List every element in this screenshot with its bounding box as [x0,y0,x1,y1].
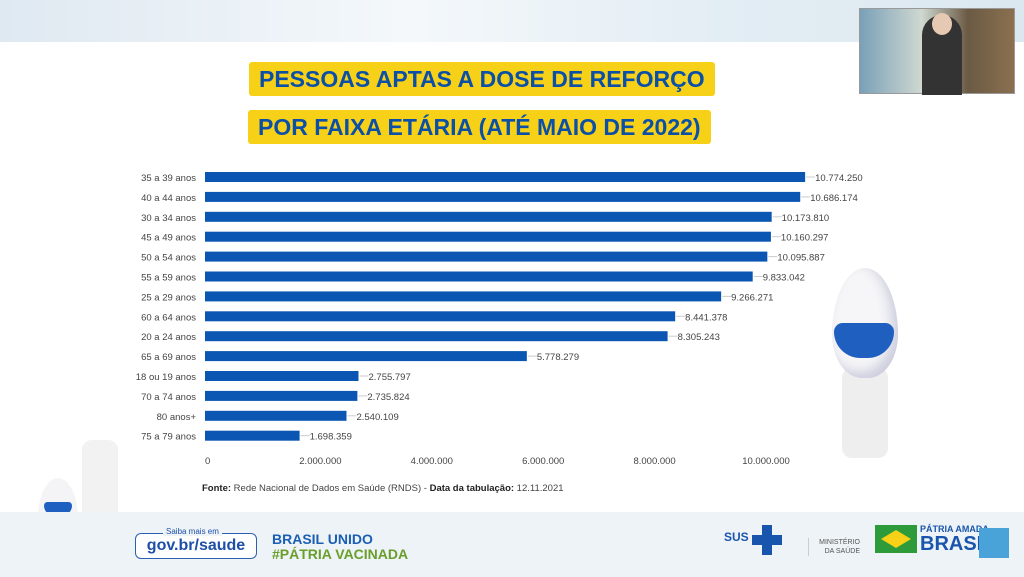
x-tick-label: 4.000.000 [411,456,453,467]
value-label: 10.774.250 [815,173,863,184]
chart-title-line1: PESSOAS APTAS A DOSE DE REFORÇO [249,62,715,96]
category-label: 25 a 29 anos [141,292,196,303]
category-label: 70 a 74 anos [141,392,196,403]
category-label: 55 a 59 anos [141,273,196,284]
category-label: 60 a 64 anos [141,312,196,323]
bar [205,172,806,182]
sign-language-video [859,8,1015,95]
category-label: 75 a 79 anos [141,432,196,443]
category-label: 35 a 39 anos [141,173,196,184]
value-label: 8.441.378 [685,312,727,323]
value-label: 10.095.887 [777,253,825,264]
patria-vacinada-text: #PÁTRIA VACINADA [272,546,409,562]
bar [205,191,801,202]
value-label: 8.305.243 [678,332,720,343]
x-tick-label: 0 [205,456,210,467]
patria-amada-text: PÁTRIA AMADA [920,524,989,534]
sus-logo-text: SUS [724,530,749,544]
bar [205,251,768,262]
value-label: 2.735.824 [367,392,409,403]
bar [205,410,347,421]
value-label: 9.833.042 [763,273,805,284]
category-label: 65 a 69 anos [141,352,196,363]
ze-gotinha-mascot [822,268,902,458]
top-banner [0,0,1024,42]
ministerio-saude-logo: MINISTÉRIO DA SAÚDE [808,538,860,556]
bar [205,390,358,401]
category-label: 20 a 24 anos [141,332,196,343]
chart-title-line2: POR FAIXA ETÁRIA (ATÉ MAIO DE 2022) [248,110,711,144]
category-label: 50 a 54 anos [141,253,196,264]
bar [205,311,676,322]
brasil-text: BRASIL [920,533,995,555]
bar [205,271,753,282]
bar [205,371,359,381]
sign-language-icon [979,528,1009,558]
category-label: 80 anos+ [157,412,197,423]
sus-cross-icon [752,525,782,555]
category-label: 18 ou 19 anos [136,372,196,383]
value-label: 10.173.810 [782,213,830,224]
gov-saude-link[interactable]: gov.br/saude [135,533,257,559]
brasil-unido-text: BRASIL UNIDO [272,531,373,547]
bar-chart: 35 a 39 anos 10.774.250 40 a 44 anos 10.686… [136,172,863,467]
category-label: 45 a 49 anos [141,233,196,244]
bar [205,231,771,242]
x-tick-label: 10.000.000 [742,456,790,467]
category-label: 30 a 34 anos [141,213,196,224]
chart-source: Fonte: Rede Nacional de Dados em Saúde (… [202,483,564,494]
saiba-mais-label: Saiba mais em [163,527,222,536]
x-tick-label: 2.000.000 [299,456,341,467]
value-label: 2.540.109 [356,412,398,423]
bar [205,430,300,441]
value-label: 2.755.797 [368,372,410,383]
x-tick-label: 6.000.000 [522,456,564,467]
x-tick-label: 8.000.000 [633,456,675,467]
value-label: 1.698.359 [310,432,352,443]
category-label: 40 a 44 anos [141,193,196,204]
value-label: 10.160.297 [781,233,829,244]
bar [205,211,772,222]
value-label: 9.266.271 [731,292,773,303]
value-label: 5.778.279 [537,352,579,363]
bar [205,351,527,362]
bar [205,291,722,302]
brazil-flag-icon [875,525,917,553]
bar [205,331,668,342]
value-label: 10.686.174 [810,193,858,204]
